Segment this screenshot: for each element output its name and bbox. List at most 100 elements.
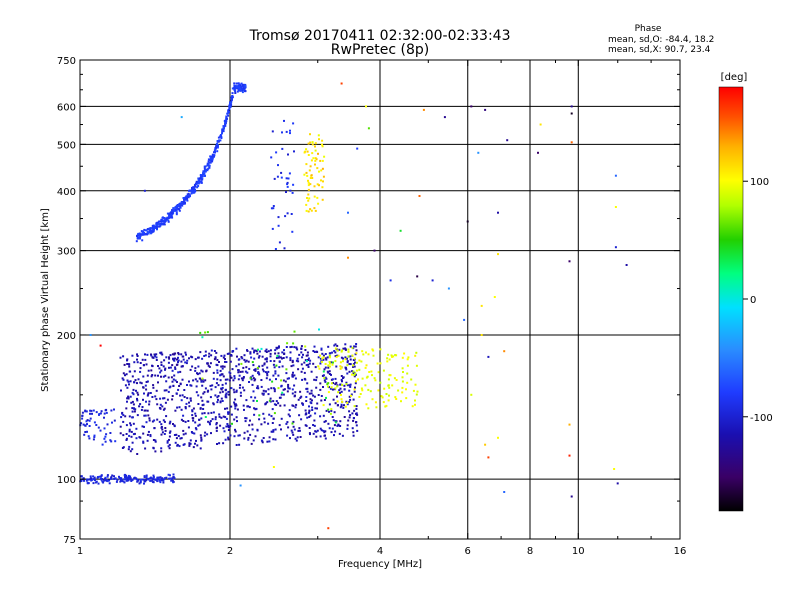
data-point [132,433,135,436]
data-point [345,368,348,371]
data-point [123,363,126,366]
data-point [130,480,133,482]
data-point [145,400,147,403]
data-point [184,351,187,354]
data-point [253,413,256,416]
data-point [253,349,256,352]
data-point [352,364,355,367]
data-point [359,393,362,395]
data-point [236,355,238,358]
data-point [312,432,315,435]
data-point [226,407,229,410]
data-point [307,184,310,187]
data-point [280,393,283,396]
data-point [288,377,290,380]
data-point [179,202,182,205]
data-point [187,192,190,195]
data-point [166,398,169,401]
data-point [221,400,224,402]
data-point [202,392,205,395]
data-point [200,439,203,442]
data-point [215,423,218,426]
data-point [349,385,352,388]
data-point [323,377,326,380]
data-point [158,420,161,423]
data-point [372,354,375,357]
data-point [382,401,385,404]
data-point [283,353,286,355]
data-point [83,433,86,436]
data-point [285,191,287,193]
data-point [303,361,306,364]
data-point [205,168,208,171]
data-point [125,407,128,410]
data-point [196,182,198,185]
data-point [322,358,325,361]
data-point [311,152,314,155]
data-point [385,393,388,395]
data-point [170,215,173,218]
data-point [238,443,241,446]
data-point [85,410,88,413]
data-point [387,353,390,356]
data-point [302,353,304,356]
data-point [379,348,382,351]
data-point [225,396,228,399]
data-point [180,408,183,411]
data-point [328,361,331,363]
data-point [344,343,347,346]
data-point [320,429,323,432]
data-point [165,415,168,418]
data-point [226,378,229,381]
data-point [163,397,166,400]
data-point [309,177,312,179]
data-point [303,173,306,176]
data-point [248,381,250,383]
data-point [371,398,374,401]
data-point [163,217,166,219]
data-point [201,177,204,180]
data-point [415,364,418,367]
data-point [334,351,337,354]
data-point [327,385,329,388]
data-point [139,436,142,439]
data-point [153,225,156,228]
data-point [245,366,248,369]
data-point [355,352,358,355]
data-point [280,385,283,388]
data-point [354,345,357,348]
data-point [157,478,160,480]
data-point [326,370,329,373]
data-point [253,357,256,360]
data-point [220,388,223,391]
data-point [142,375,145,378]
data-point [156,228,158,231]
data-point [300,363,303,366]
data-point [151,229,154,232]
data-point [274,438,277,441]
data-point [331,388,334,391]
data-point [339,391,341,394]
data-point [198,372,201,375]
data-point [305,148,308,151]
data-point [155,227,158,230]
data-point [266,366,269,369]
data-point [286,390,289,393]
data-point [145,388,148,391]
data-point [225,117,228,120]
data-point [224,122,226,125]
data-point [290,213,293,215]
data-point [164,429,167,432]
data-point [245,417,248,420]
data-point [313,207,316,210]
data-point [271,408,274,411]
data-point [144,447,147,450]
data-point [374,401,377,404]
data-point [172,476,175,479]
data-point [340,404,343,407]
data-point [257,372,260,374]
data-point [168,435,171,438]
data-point [304,409,307,412]
data-point [238,87,241,90]
